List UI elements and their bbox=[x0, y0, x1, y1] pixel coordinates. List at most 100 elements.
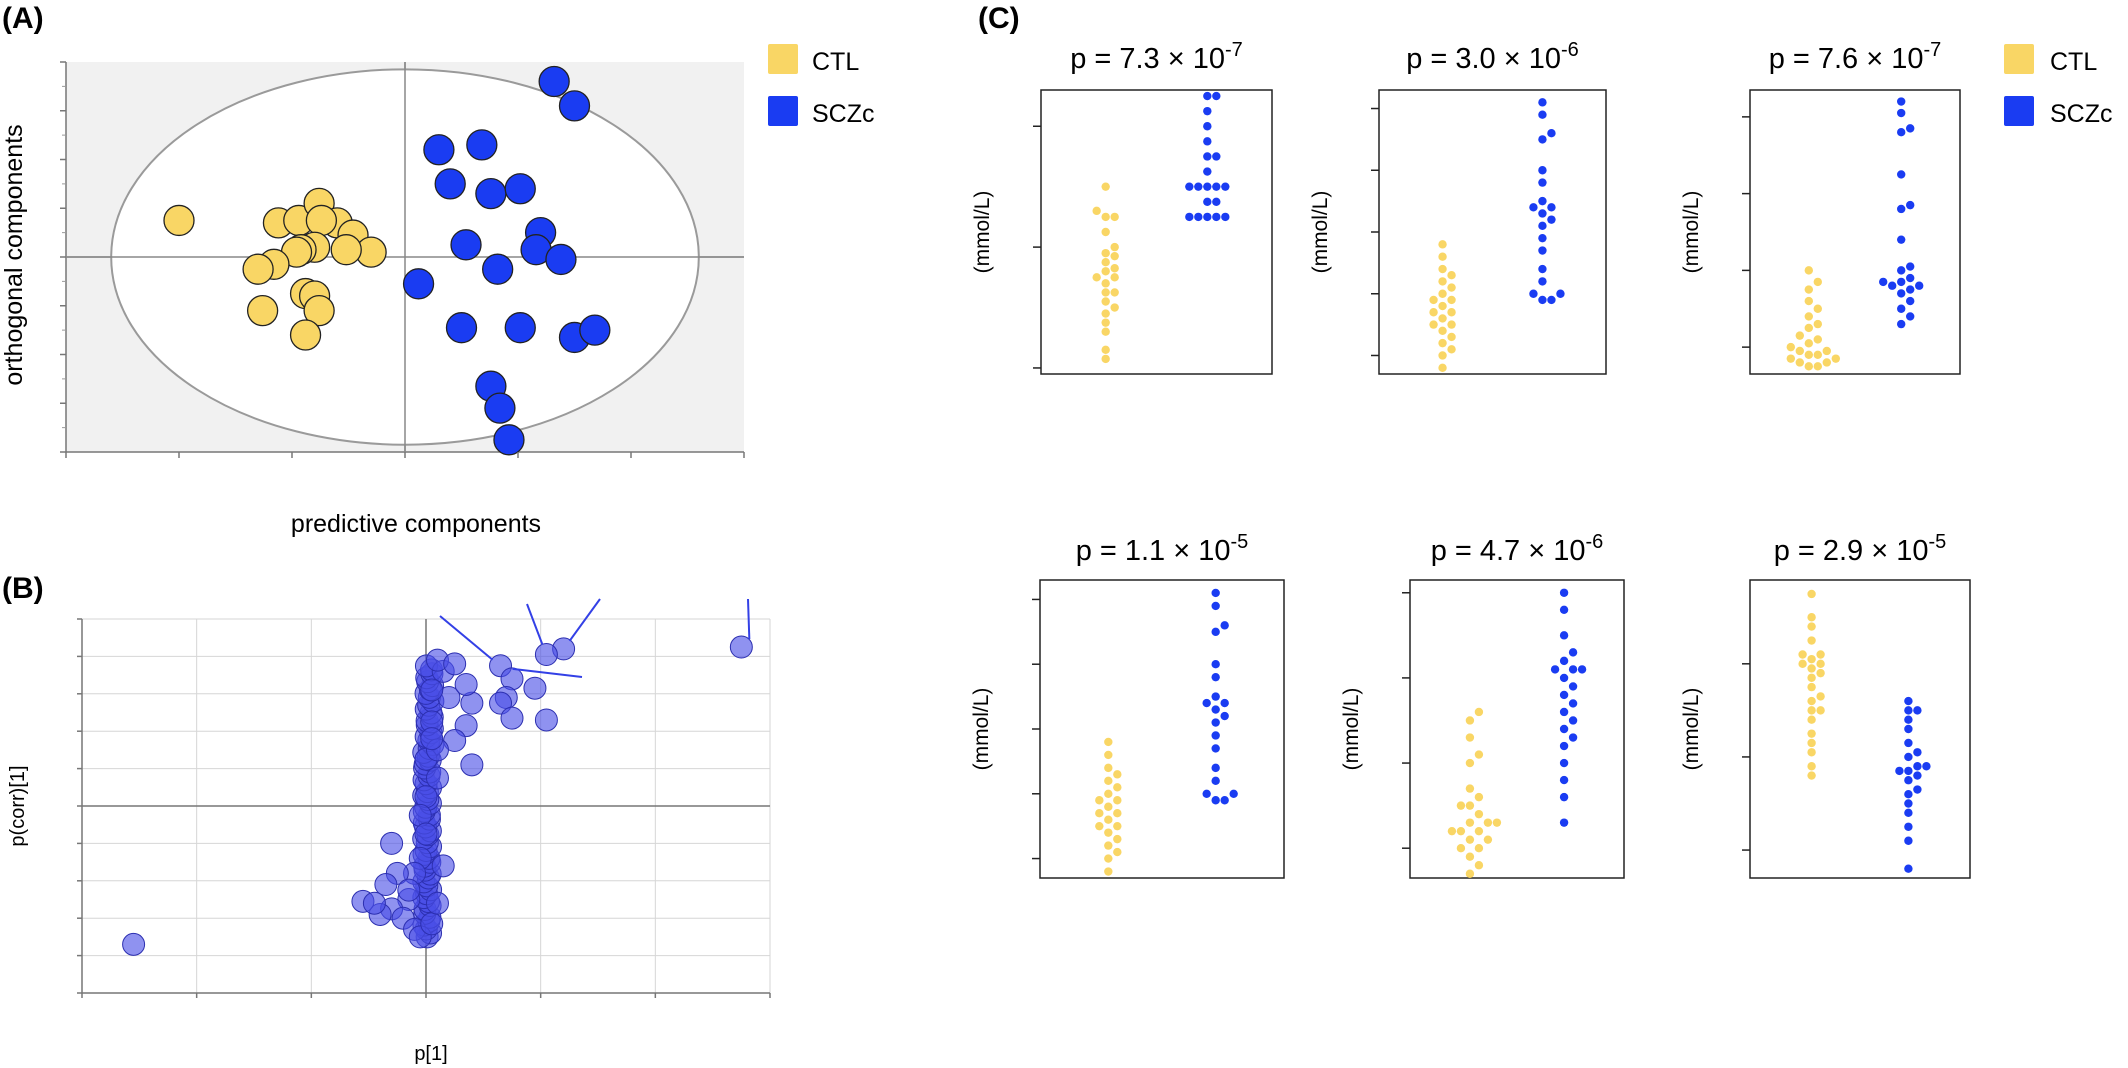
strip-point-ctl bbox=[1804, 312, 1814, 321]
loading-plot-annotations bbox=[439, 598, 751, 678]
strip-point-sczc bbox=[1194, 182, 1203, 191]
strip-point-sczc bbox=[1221, 182, 1230, 191]
loading-point bbox=[374, 873, 398, 897]
strip-point-sczc bbox=[1211, 776, 1220, 786]
strip-point-ctl bbox=[1813, 335, 1823, 344]
strip-point-ctl bbox=[1474, 861, 1484, 870]
strip-point-ctl bbox=[1492, 818, 1502, 827]
loading-point bbox=[380, 831, 404, 855]
strip-point-sczc bbox=[1568, 648, 1578, 657]
strip-point-sczc bbox=[1904, 738, 1913, 748]
strip-point-ctl bbox=[1101, 327, 1110, 336]
score-point-sczc bbox=[466, 129, 498, 161]
strip-point-sczc bbox=[1897, 97, 1906, 106]
strip-point-ctl bbox=[1816, 692, 1825, 701]
legend-label-sczc: SCZc bbox=[2050, 100, 2113, 128]
loading-point bbox=[414, 822, 438, 846]
strip-point-ctl bbox=[1804, 285, 1814, 294]
strip-point-ctl bbox=[1101, 279, 1110, 288]
strip-point-sczc bbox=[1220, 796, 1229, 805]
strip-point-ctl bbox=[1110, 251, 1119, 261]
legend-swatch-ctl bbox=[768, 44, 798, 74]
strip-point-ctl bbox=[1465, 869, 1475, 878]
strip-point-ctl bbox=[1483, 835, 1493, 844]
p-value-base: p = 1.1 × 10 bbox=[1076, 535, 1231, 567]
strip-point-ctl bbox=[1447, 320, 1456, 329]
strip-point-ctl bbox=[1113, 783, 1122, 792]
strip-point-sczc bbox=[1203, 182, 1212, 191]
strip-point-sczc bbox=[1212, 182, 1221, 191]
strip-point-sczc bbox=[1538, 166, 1547, 175]
score-point-sczc bbox=[579, 314, 611, 346]
strip-point-ctl bbox=[1474, 809, 1484, 819]
panel-b-loading-plot: p[1] p(corr)[1] bbox=[7, 598, 771, 1065]
loading-point bbox=[431, 854, 455, 878]
strip-point-sczc bbox=[1904, 836, 1913, 845]
strip-point-ctl bbox=[1465, 784, 1475, 793]
strip-point-ctl bbox=[1807, 729, 1816, 738]
strip-point-ctl bbox=[1786, 354, 1796, 363]
strip-point-ctl bbox=[1104, 815, 1113, 824]
strip-point-ctl bbox=[1438, 351, 1447, 360]
strip-plot-legend: CTL SCZc bbox=[2004, 44, 2113, 128]
p-value-exponent: -6 bbox=[1586, 531, 1604, 553]
strip-point-sczc bbox=[1906, 124, 1915, 133]
strip-point-ctl bbox=[1786, 342, 1796, 352]
strip-point-ctl bbox=[1798, 650, 1807, 659]
strip-point-sczc bbox=[1212, 197, 1221, 206]
strip-point-sczc bbox=[1538, 246, 1547, 255]
score-point-ctl bbox=[163, 204, 195, 237]
loading-point bbox=[534, 708, 558, 732]
strip-point-ctl bbox=[1104, 763, 1113, 773]
loading-plot-ticks bbox=[77, 618, 771, 998]
strip-point-ctl bbox=[1456, 801, 1466, 810]
strip-point-ctl bbox=[1101, 182, 1110, 191]
strip-point-ctl bbox=[1807, 664, 1816, 673]
strip-point-sczc bbox=[1904, 822, 1913, 831]
strip-point-sczc bbox=[1202, 698, 1211, 708]
strip-point-ctl bbox=[1822, 346, 1832, 356]
strip-point-ctl bbox=[1101, 288, 1110, 297]
strip-point-ctl bbox=[1795, 358, 1805, 367]
y-unit-label: (mmol/L) bbox=[1680, 688, 1703, 771]
strip-point-sczc bbox=[1904, 776, 1913, 785]
strip-point-sczc bbox=[1897, 128, 1906, 137]
strip-point-ctl bbox=[1465, 801, 1475, 810]
plot-frame bbox=[1749, 579, 1971, 879]
strip-point-ctl bbox=[1113, 770, 1122, 779]
loading-point bbox=[425, 766, 449, 790]
strip-point-ctl bbox=[1104, 776, 1113, 786]
strip-point-sczc bbox=[1212, 91, 1221, 101]
strip-point-sczc bbox=[1559, 775, 1569, 785]
strip-point-ctl bbox=[1807, 762, 1816, 771]
strip-point-ctl bbox=[1804, 339, 1814, 348]
strip-point-ctl bbox=[1813, 362, 1823, 371]
strip-point-sczc bbox=[1913, 785, 1922, 794]
strip-point-sczc bbox=[1559, 656, 1569, 666]
strip-plot-serine: p = 4.7 × 10-6 (mmol/L) bbox=[1340, 531, 1625, 879]
strip-point-sczc bbox=[1904, 715, 1913, 724]
strip-point-ctl bbox=[1807, 715, 1816, 724]
strip-point-ctl bbox=[1465, 733, 1475, 742]
p-value-title: p = 3.0 × 10-6 bbox=[1406, 39, 1579, 75]
strip-plot-urea: p = 2.9 × 10-5 (mmol/L) bbox=[1680, 531, 1971, 879]
annotation-leader-line bbox=[568, 598, 601, 642]
strip-point-ctl bbox=[1429, 295, 1438, 305]
strip-point-sczc bbox=[1538, 178, 1547, 187]
strip-point-sczc bbox=[1211, 744, 1220, 753]
strip-point-ctl bbox=[1795, 346, 1805, 356]
strip-point-ctl bbox=[1110, 303, 1119, 312]
strip-point-ctl bbox=[1104, 737, 1113, 747]
panel-a-score-plot: predictive components orthogonal compone… bbox=[0, 44, 875, 538]
p-value-base: p = 3.0 × 10 bbox=[1406, 43, 1561, 75]
strip-point-sczc bbox=[1906, 200, 1915, 210]
strip-point-sczc bbox=[1559, 707, 1569, 717]
hotelling-ellipse bbox=[66, 62, 744, 452]
y-unit-label: (mmol/L) bbox=[970, 688, 993, 771]
strip-point-ctl bbox=[1101, 212, 1110, 222]
strip-point-sczc bbox=[1211, 705, 1220, 714]
loading-point bbox=[425, 891, 449, 915]
strip-point-sczc bbox=[1888, 281, 1897, 290]
legend-swatch-sczc bbox=[2004, 96, 2034, 126]
strip-point-ctl bbox=[1438, 277, 1447, 286]
